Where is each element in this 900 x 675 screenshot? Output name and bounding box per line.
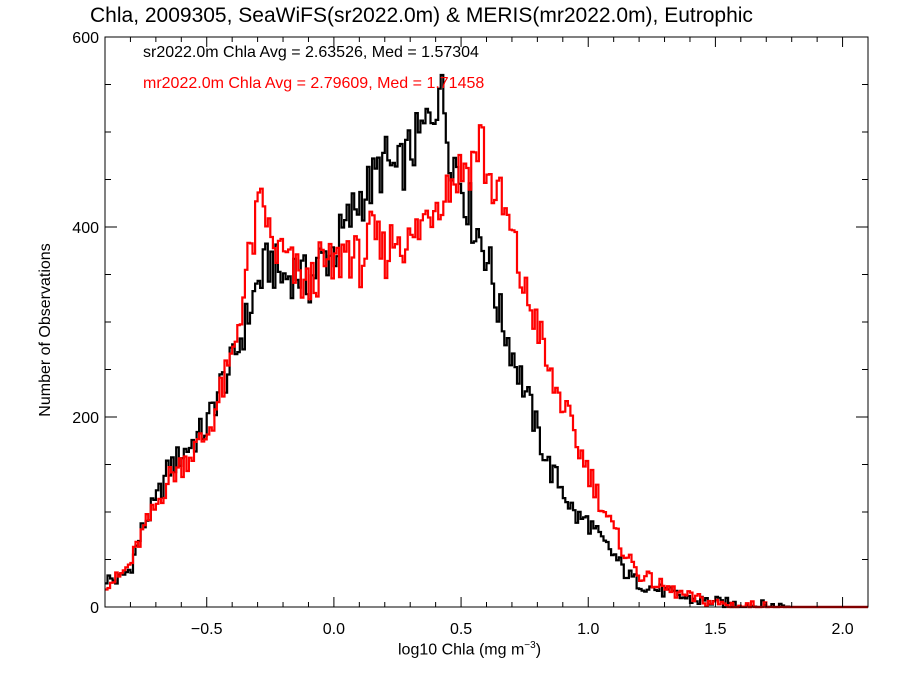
x-tick-label: 0.5 xyxy=(450,621,472,638)
x-axis-label-text: log10 Chla (mg m xyxy=(398,641,525,659)
series-annotation-sr2022: sr2022.0m Chla Avg = 2.63526, Med = 1.57… xyxy=(143,44,479,61)
x-tick-label: 0.0 xyxy=(323,621,345,638)
x-tick-label: 2.0 xyxy=(831,621,853,638)
x-axis-label-exponent: −3 xyxy=(524,640,536,651)
series-layer xyxy=(105,73,868,609)
series-mr2022.0m-line xyxy=(105,124,868,609)
tick-layer: −0.5 0.0 0.5 1.0 1.5 2.0 0 200 400 600 xyxy=(72,30,869,638)
plot-frame xyxy=(104,36,869,608)
x-tick-label: −0.5 xyxy=(191,621,223,638)
y-tick-label: 400 xyxy=(72,220,99,237)
x-tick-label: 1.5 xyxy=(704,621,726,638)
x-axis-label-close: ) xyxy=(535,641,542,659)
series-sr2022.0m-line xyxy=(105,73,868,609)
x-tick-label: 1.0 xyxy=(577,621,599,638)
y-tick-label: 600 xyxy=(72,30,99,47)
x-axis-label: log10 Chla (mg m−3) xyxy=(398,640,541,659)
chart-title: Chla, 2009305, SeaWiFS(sr2022.0m) & MERI… xyxy=(90,4,753,27)
y-tick-label: 200 xyxy=(72,410,99,427)
y-axis-label: Number of Observations xyxy=(37,243,54,417)
series-annotation-mr2022: mr2022.0m Chla Avg = 2.79609, Med = 1.71… xyxy=(143,75,485,92)
y-tick-label: 0 xyxy=(90,600,99,617)
